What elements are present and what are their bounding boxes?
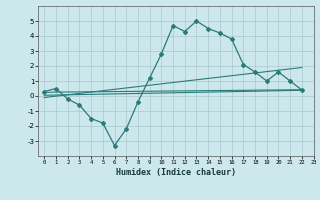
X-axis label: Humidex (Indice chaleur): Humidex (Indice chaleur) <box>116 168 236 177</box>
